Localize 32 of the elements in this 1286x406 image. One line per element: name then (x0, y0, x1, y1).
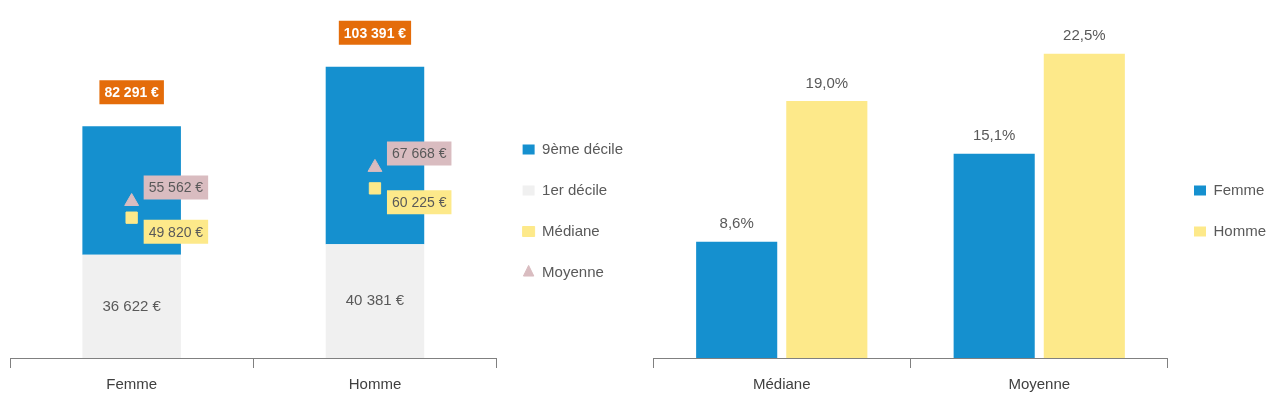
point (125, 211, 138, 224)
x-tick-label: Femme (106, 375, 158, 393)
bar (325, 244, 425, 358)
legend-label: 1er décile (542, 180, 608, 198)
bar (82, 254, 181, 358)
bar (953, 153, 1035, 358)
total-label: 103 391 € (343, 24, 407, 41)
point (124, 193, 140, 206)
data-label: 49 820 € (148, 223, 204, 240)
legend-label: Moyenne (542, 262, 604, 280)
point (367, 158, 383, 172)
point (368, 182, 382, 195)
data-label: 67 668 € (391, 145, 447, 162)
legend-label: 9ème décile (542, 139, 624, 157)
data-label: 60 225 € (391, 194, 447, 211)
bar (696, 241, 778, 358)
legend-label: Femme (1213, 180, 1265, 198)
data-label: 19,0% (805, 73, 849, 91)
x-tick-label: Homme (348, 375, 402, 393)
bar (1043, 53, 1125, 358)
x-tick-label: Moyenne (1008, 375, 1071, 393)
data-label: 36 622 € (102, 296, 162, 314)
x-tick-label: Médiane (752, 375, 811, 393)
data-label: 40 381 € (345, 291, 405, 309)
legend-label: Homme (1213, 221, 1267, 239)
data-label: 15,1% (972, 126, 1016, 144)
bar (786, 101, 868, 358)
data-label: 55 562 € (148, 179, 204, 196)
total-label: 82 291 € (104, 84, 160, 101)
legend-label: Médiane (542, 221, 600, 239)
data-label: 8,6% (719, 214, 754, 232)
data-label: 22,5% (1063, 26, 1106, 44)
